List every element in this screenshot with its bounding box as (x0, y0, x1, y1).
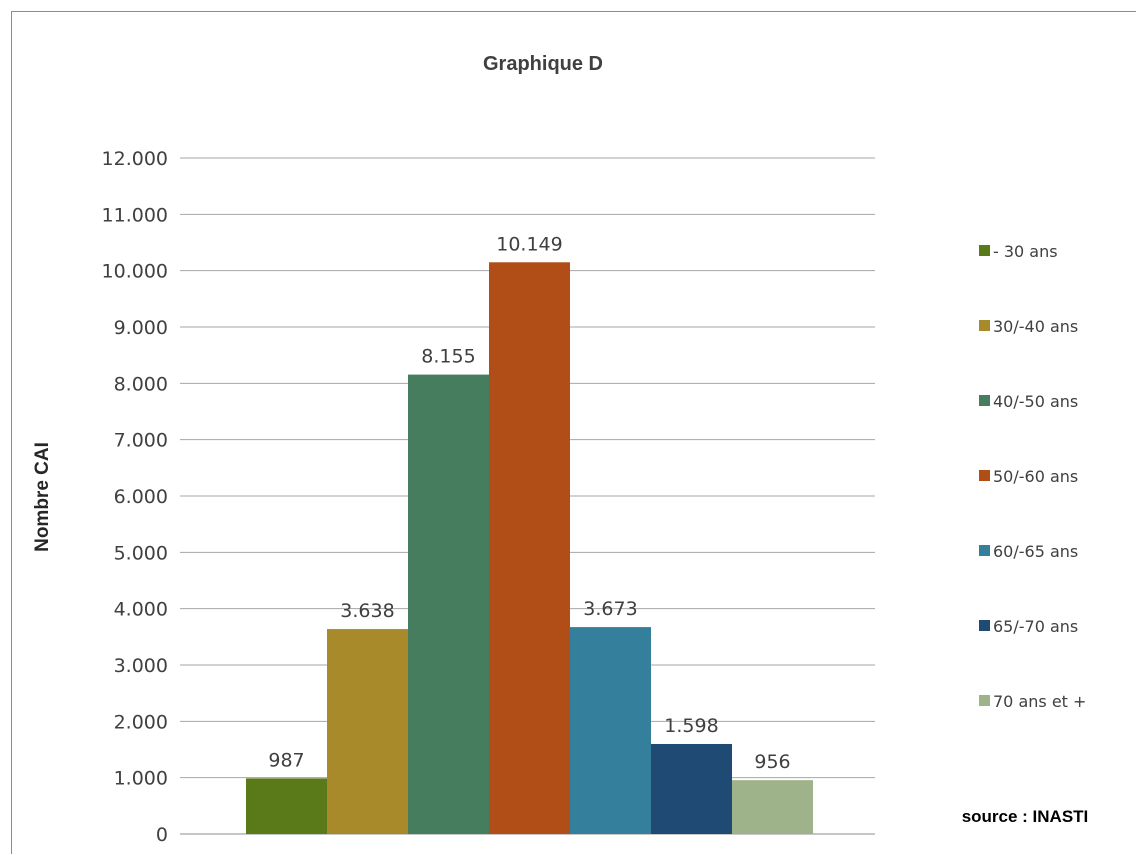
bar (327, 629, 408, 834)
data-label: 1.598 (664, 715, 718, 737)
legend-swatch (979, 470, 990, 481)
data-labels: 987 3.638 8.155 10.149 3.673 1.598 956 (268, 233, 790, 773)
data-label: 3.638 (340, 600, 394, 622)
y-tick-label: 3.000 (114, 655, 168, 677)
legend-label: 30/-40 ans (993, 317, 1078, 336)
bar (489, 262, 570, 834)
legend: - 30 ans 30/-40 ans 40/-50 ans 50/-60 ans 60… (979, 242, 1086, 711)
data-label: 956 (754, 751, 790, 773)
y-tick-label: 9.000 (114, 317, 168, 339)
y-tick-label: 5.000 (114, 542, 168, 564)
legend-label: 60/-65 ans (993, 542, 1078, 561)
source-note: source : INASTI (962, 807, 1089, 826)
y-tick-label: 12.000 (102, 148, 168, 170)
bar (570, 627, 651, 834)
y-tick-label: 10.000 (102, 261, 168, 283)
chart-frame (11, 11, 1136, 854)
bar (246, 778, 327, 834)
legend-swatch (979, 545, 990, 556)
legend-label: 70 ans et + (993, 692, 1086, 711)
y-tick-label: 11.000 (102, 204, 168, 226)
y-tick-label: 1.000 (114, 768, 168, 790)
y-axis-ticks: 0 1.000 2.000 3.000 4.000 5.000 6.000 7.000 8.00… (102, 148, 168, 846)
y-tick-label: 6.000 (114, 486, 168, 508)
y-tick-label: 7.000 (114, 430, 168, 452)
y-tick-label: 8.000 (114, 373, 168, 395)
y-tick-label: 2.000 (114, 711, 168, 733)
data-label: 10.149 (496, 233, 562, 255)
legend-swatch (979, 245, 990, 256)
data-label: 8.155 (421, 346, 475, 368)
legend-label: - 30 ans (993, 242, 1058, 261)
y-tick-label: 0 (156, 824, 168, 846)
chart-title: Graphique D (483, 53, 603, 75)
bar (732, 780, 813, 834)
data-label: 3.673 (583, 598, 637, 620)
legend-swatch (979, 320, 990, 331)
legend-label: 50/-60 ans (993, 467, 1078, 486)
bar (651, 743, 732, 834)
legend-swatch (979, 695, 990, 706)
legend-label: 40/-50 ans (993, 392, 1078, 411)
y-axis-label: Nombre CAI (32, 442, 53, 552)
legend-label: 65/-70 ans (993, 617, 1078, 636)
data-label: 987 (268, 749, 304, 771)
bars (246, 262, 813, 834)
legend-swatch (979, 395, 990, 406)
legend-swatch (979, 620, 990, 631)
bar (408, 374, 489, 834)
y-tick-label: 4.000 (114, 599, 168, 621)
